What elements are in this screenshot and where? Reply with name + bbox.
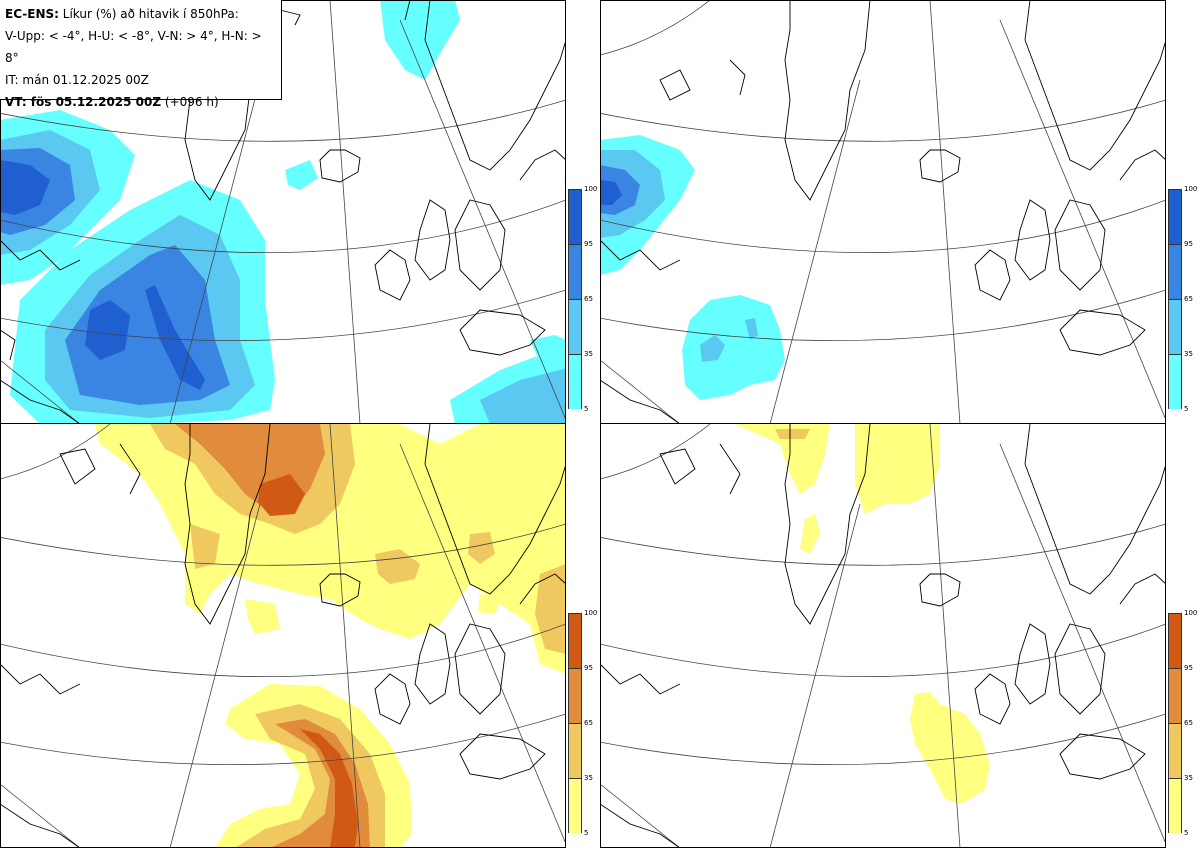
- colorbar-cold-left: 100 95 65 35 5: [568, 185, 597, 413]
- coastlines: [0, 424, 566, 848]
- tick-95: 95: [1184, 664, 1193, 672]
- tick-5: 5: [584, 829, 589, 837]
- tick-65: 65: [1184, 719, 1193, 727]
- tick-65: 65: [584, 295, 593, 303]
- coastlines: [600, 0, 1166, 424]
- probability-field: [0, 0, 566, 424]
- model-label: EC-ENS:: [5, 7, 59, 21]
- map-canvas: [600, 424, 1166, 848]
- tick-65: 65: [1184, 295, 1193, 303]
- probability-field: [95, 424, 566, 848]
- tick-95: 95: [584, 240, 593, 248]
- map-panel-cold-minus8: [600, 0, 1166, 424]
- tick-35: 35: [1184, 350, 1193, 358]
- threshold-legend: V-Upp: < -4°, H-U: < -8°, V-N: > 4°, H-N…: [5, 29, 262, 65]
- map-panel-warm-plus4: [0, 424, 566, 848]
- forecast-step: (+096 h): [161, 95, 219, 109]
- map-info-box: EC-ENS: Líkur (%) að hitavik í 850hPa: V…: [0, 0, 282, 109]
- probability-field: [735, 424, 990, 804]
- tick-65: 65: [584, 719, 593, 727]
- tick-5: 5: [584, 405, 589, 413]
- map-canvas: [600, 0, 1166, 424]
- tick-5: 5: [1184, 405, 1189, 413]
- initial-time: IT: mán 01.12.2025 00Z: [5, 73, 149, 87]
- map-canvas: [0, 0, 566, 424]
- probability-field: [600, 135, 785, 400]
- tick-100: 100: [1184, 185, 1198, 193]
- colorbar-warm-right: 100 95 65 35 5: [1168, 609, 1197, 837]
- tick-95: 95: [1184, 240, 1193, 248]
- graticule: [600, 424, 1166, 848]
- map-panel-warm-plus8: [600, 424, 1166, 848]
- tick-5: 5: [1184, 829, 1189, 837]
- graticule: [600, 0, 1166, 424]
- map-panel-cold-minus4: [0, 0, 566, 424]
- graticule: [0, 424, 566, 848]
- tick-35: 35: [584, 774, 593, 782]
- colorbar-cold-right: 100 95 65 35 5: [1168, 185, 1197, 413]
- tick-35: 35: [1184, 774, 1193, 782]
- tick-100: 100: [584, 185, 598, 193]
- valid-time: VT: fös 05.12.2025 00Z: [5, 95, 162, 109]
- colorbar-warm-left: 100 95 65 35 5: [568, 609, 597, 837]
- tick-35: 35: [584, 350, 593, 358]
- map-title: Líkur (%) að hitavik í 850hPa:: [58, 7, 239, 21]
- tick-95: 95: [584, 664, 593, 672]
- coastlines: [600, 424, 1166, 848]
- tick-100: 100: [584, 609, 598, 617]
- map-canvas: [0, 424, 566, 848]
- tick-100: 100: [1184, 609, 1198, 617]
